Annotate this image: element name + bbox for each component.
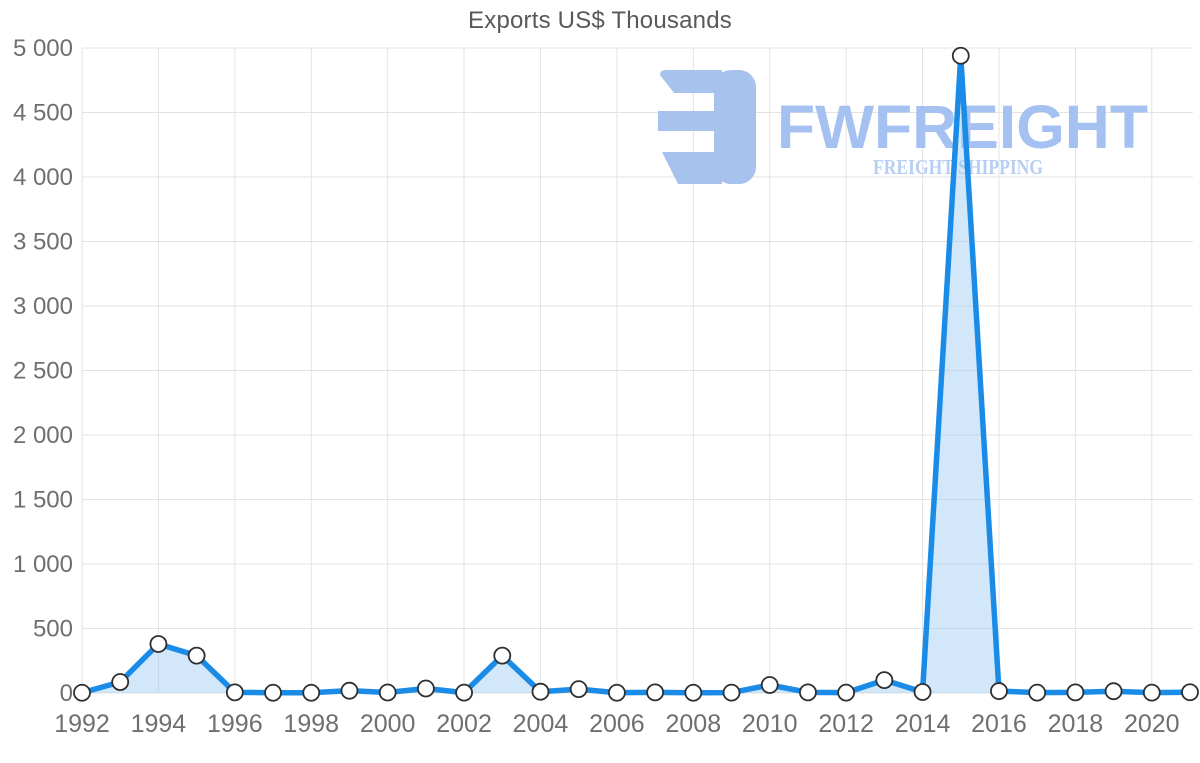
data-point-2002[interactable]: [455, 683, 473, 702]
y-axis-tick-label: 3 500: [13, 229, 73, 256]
data-point-2013[interactable]: [875, 671, 894, 689]
data-point-1999[interactable]: [340, 681, 359, 700]
data-point-2014[interactable]: [913, 683, 932, 701]
y-axis-tick-label: 3 000: [13, 293, 73, 320]
x-axis-tick-label: 1994: [131, 710, 187, 738]
series-layer: [73, 46, 1199, 702]
data-point-2010[interactable]: [760, 676, 779, 694]
chart-title: Exports US$ Thousands: [468, 7, 732, 34]
x-axis-tick-label: 2000: [360, 710, 416, 738]
data-point-1994[interactable]: [149, 635, 168, 653]
data-point-2003[interactable]: [493, 646, 512, 665]
fwfreight-logo-icon: [658, 70, 756, 184]
data-point-2004[interactable]: [531, 682, 550, 701]
data-point-1996[interactable]: [225, 683, 244, 702]
data-point-1993[interactable]: [111, 673, 130, 691]
x-axis-tick-label: 1992: [54, 710, 110, 738]
data-point-2001[interactable]: [416, 679, 435, 698]
x-axis-tick-label: 1998: [283, 710, 339, 738]
x-axis-tick-label: 2008: [665, 710, 721, 738]
data-point-2011[interactable]: [799, 683, 817, 702]
x-axis-tick-label: 2004: [513, 710, 569, 738]
data-point-1997[interactable]: [264, 683, 282, 702]
data-point-1992[interactable]: [73, 683, 91, 702]
data-point-2012[interactable]: [837, 683, 856, 702]
data-point-2007[interactable]: [646, 683, 665, 702]
x-axis-tick-label: 2010: [742, 710, 798, 738]
watermark-logo: FWFREIGHT FREIGHT SHIPPING: [658, 70, 1148, 184]
grid-layer: 0 500 1 000 1 500 2 000 2 500 3 000 3 500 4 000 4…: [13, 35, 1193, 738]
x-axis-tick-label: 2012: [818, 710, 874, 738]
x-axis-tick-label: 2016: [971, 710, 1027, 738]
data-point-2006[interactable]: [607, 683, 626, 702]
y-axis-tick-label: 1 000: [13, 551, 73, 578]
y-axis-tick-label: 4 000: [13, 164, 73, 191]
data-point-2021[interactable]: [1181, 683, 1199, 702]
data-point-2005[interactable]: [569, 680, 588, 699]
data-point-1995[interactable]: [187, 646, 206, 665]
data-point-2016[interactable]: [990, 682, 1008, 700]
data-point-2008[interactable]: [684, 683, 703, 702]
data-point-2015[interactable]: [951, 46, 970, 65]
x-axis-tick-label: 2018: [1048, 710, 1104, 738]
data-point-2018[interactable]: [1066, 683, 1085, 702]
data-point-1998[interactable]: [302, 683, 321, 702]
x-axis-tick-label: 2020: [1124, 710, 1180, 738]
data-point-2019[interactable]: [1104, 682, 1123, 701]
x-axis-tick-label: 2002: [436, 710, 492, 738]
y-axis-tick-label: 1 500: [13, 487, 73, 514]
x-axis-tick-label: 2006: [589, 710, 645, 738]
data-point-2020[interactable]: [1142, 683, 1161, 702]
series-area-fill: [82, 55, 1190, 694]
x-axis-tick-label: 2014: [895, 710, 951, 738]
y-axis-tick-label: 500: [33, 616, 73, 643]
data-point-2017[interactable]: [1028, 683, 1047, 702]
y-axis-tick-label: 4 500: [13, 100, 73, 127]
data-point-2000[interactable]: [378, 683, 397, 702]
y-axis-tick-label: 2 500: [13, 358, 73, 385]
y-axis-tick-label: 0: [60, 680, 73, 707]
y-axis-tick-label: 5 000: [13, 35, 73, 62]
watermark-tagline-text: FREIGHT SHIPPING: [873, 155, 1043, 179]
data-point-2009[interactable]: [722, 683, 741, 702]
y-axis-tick-label: 2 000: [13, 422, 73, 449]
x-axis-tick-label: 1996: [207, 710, 263, 738]
